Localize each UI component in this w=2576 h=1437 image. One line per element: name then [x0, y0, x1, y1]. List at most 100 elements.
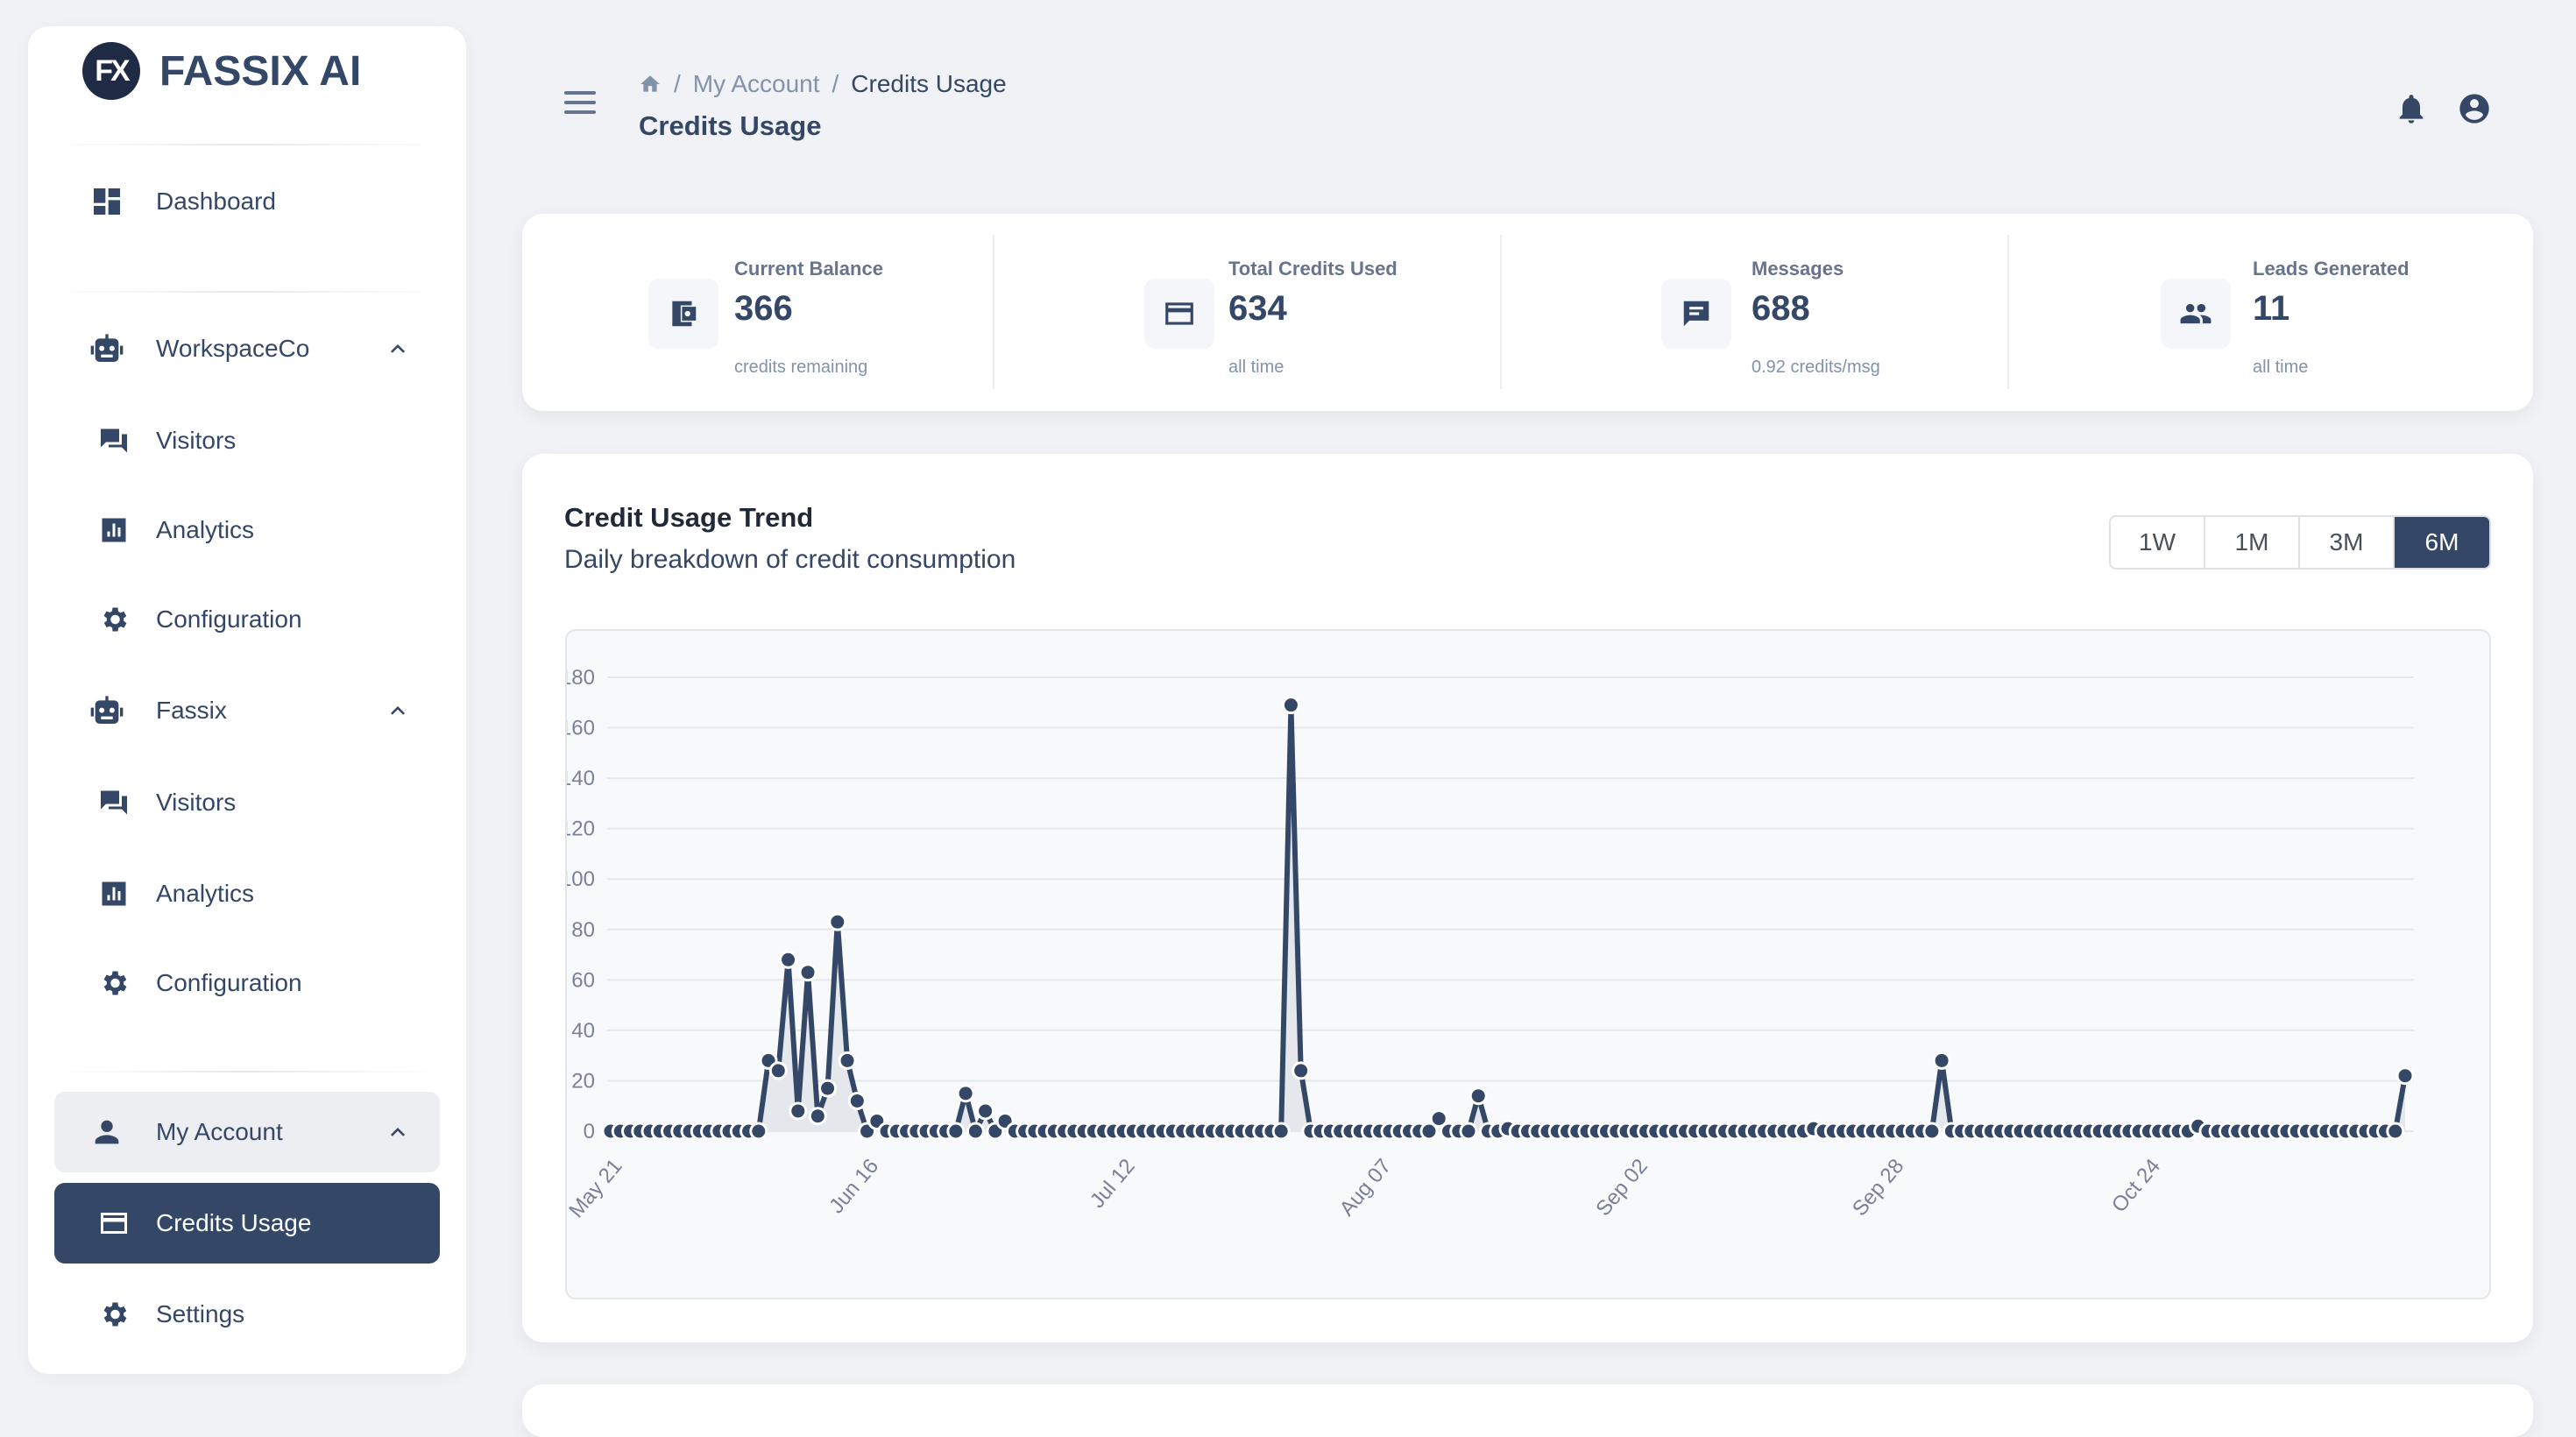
stat-icon-box: [2161, 279, 2231, 349]
credit-usage-trend-card: Credit Usage Trend Daily breakdown of cr…: [522, 454, 2533, 1342]
range-1w-button[interactable]: 1W: [2111, 517, 2205, 568]
data-point: [966, 1122, 985, 1141]
sidebar-item-visitors[interactable]: Visitors: [54, 400, 440, 481]
sidebar-item-label: Fassix: [156, 697, 227, 724]
stat-total-credits-used: Total Credits Used 634 all time: [522, 214, 2533, 411]
stat-divider: [2007, 235, 2009, 389]
account-circle-icon[interactable]: [2457, 91, 2492, 126]
data-point: [847, 1091, 867, 1110]
sidebar-item-label: Visitors: [156, 427, 237, 454]
chart-title: Credit Usage Trend: [564, 502, 814, 533]
chevron-up-icon[interactable]: [387, 1122, 408, 1143]
stat-subtext: all time: [2253, 357, 2309, 377]
credit-card-icon: [101, 1213, 127, 1234]
sidebar-item-configuration[interactable]: Configuration: [54, 943, 440, 1023]
stat-divider: [993, 235, 994, 389]
data-point: [828, 912, 847, 931]
logo-mark: FX: [82, 42, 140, 100]
chevron-up-icon[interactable]: [387, 700, 408, 721]
dashboard-icon: [94, 188, 120, 215]
stat-value: 366: [734, 289, 793, 328]
stat-divider: [1500, 235, 1502, 389]
sidebar-item-settings[interactable]: Settings: [54, 1274, 440, 1355]
y-tick-label: 140: [567, 767, 595, 790]
person-icon: [95, 1120, 119, 1144]
breadcrumb-sep: /: [674, 70, 681, 97]
stat-label: Current Balance: [734, 258, 883, 280]
sidebar-item-label: Visitors: [156, 789, 237, 816]
sidebar-item-my-account[interactable]: My Account: [54, 1092, 440, 1172]
robot-icon: [90, 334, 124, 362]
stat-icon-box: [1661, 279, 1731, 349]
x-tick-label: Sep 02: [1591, 1155, 1652, 1221]
stat-value: 11: [2253, 289, 2290, 328]
page-title: Credits Usage: [639, 110, 822, 141]
sidebar-item-dashboard[interactable]: Dashboard: [54, 161, 440, 242]
sidebar-item-label: Credits Usage: [156, 1209, 312, 1236]
y-tick-label: 20: [571, 1069, 595, 1093]
y-tick-label: 60: [571, 968, 595, 992]
gear-icon: [103, 607, 127, 632]
divider: [54, 144, 440, 145]
x-tick-label: Jul 12: [1086, 1155, 1140, 1213]
sidebar-item-analytics[interactable]: Analytics: [54, 490, 440, 570]
data-point: [2396, 1066, 2415, 1086]
bell-icon[interactable]: [2394, 91, 2429, 126]
gear-icon: [103, 1302, 127, 1327]
chevron-up-icon[interactable]: [387, 338, 408, 359]
bar-chart-icon: [102, 518, 126, 542]
y-tick-label: 120: [567, 818, 595, 841]
stat-value: 688: [1752, 289, 1810, 328]
sidebar-item-label: Analytics: [156, 880, 255, 907]
brand-logo[interactable]: FX FASSIX AI: [82, 42, 361, 100]
stat-messages: Messages 688 0.92 credits/msg: [522, 214, 2533, 411]
breadcrumb-my-account[interactable]: My Account: [692, 70, 820, 97]
sidebar-item-workspaceco[interactable]: WorkspaceCo: [54, 308, 440, 389]
breadcrumb-sep: /: [832, 70, 839, 97]
chat-icon: [101, 790, 127, 815]
data-point: [946, 1122, 966, 1141]
range-selector: 1W 1M 3M 6M: [2109, 515, 2491, 570]
range-1m-button[interactable]: 1M: [2205, 517, 2300, 568]
menu-icon[interactable]: [564, 89, 596, 116]
stats-card: Current Balance 366 credits remaining To…: [522, 214, 2533, 411]
sidebar-item-configuration[interactable]: Configuration: [54, 579, 440, 660]
data-point: [789, 1101, 808, 1121]
data-point: [779, 950, 798, 969]
sidebar-item-label: My Account: [156, 1118, 283, 1145]
stat-value: 634: [1228, 289, 1287, 328]
sidebar-item-label: Dashboard: [156, 188, 276, 215]
sidebar-item-credits-usage[interactable]: Credits Usage: [54, 1183, 440, 1264]
data-point: [838, 1051, 857, 1070]
range-3m-button[interactable]: 3M: [2300, 517, 2395, 568]
area-fill: [611, 704, 2405, 1131]
x-tick-label: Oct 24: [2107, 1155, 2165, 1218]
stat-current-balance: Current Balance 366 credits remaining: [522, 214, 2533, 411]
data-point: [956, 1084, 975, 1103]
data-point: [818, 1079, 838, 1098]
sidebar-item-label: Analytics: [156, 516, 255, 543]
chat-icon: [101, 428, 127, 453]
sidebar-item-analytics[interactable]: Analytics: [54, 853, 440, 934]
breadcrumb-current: Credits Usage: [851, 70, 1007, 97]
range-6m-button[interactable]: 6M: [2395, 517, 2489, 568]
sidebar-item-visitors[interactable]: Visitors: [54, 762, 440, 843]
message-icon: [1683, 301, 1709, 327]
gear-icon: [103, 971, 127, 995]
data-point: [1292, 1061, 1311, 1080]
sidebar-item-fassix[interactable]: Fassix: [54, 670, 440, 751]
brand-name: FASSIX AI: [159, 47, 362, 95]
series-line: [611, 702, 2408, 1134]
stat-subtext: credits remaining: [734, 357, 868, 377]
home-icon[interactable]: [639, 73, 662, 96]
credit-card-icon: [1165, 302, 1193, 325]
data-point: [808, 1107, 827, 1126]
data-point: [798, 963, 817, 982]
x-tick-label: May 21: [567, 1155, 627, 1223]
y-tick-label: 40: [571, 1019, 595, 1043]
y-tick-label: 180: [567, 666, 595, 690]
data-point: [749, 1122, 768, 1141]
sidebar-item-label: Configuration: [156, 969, 302, 996]
stat-icon-box: [1144, 279, 1214, 349]
x-tick-label: Sep 28: [1848, 1155, 1909, 1221]
